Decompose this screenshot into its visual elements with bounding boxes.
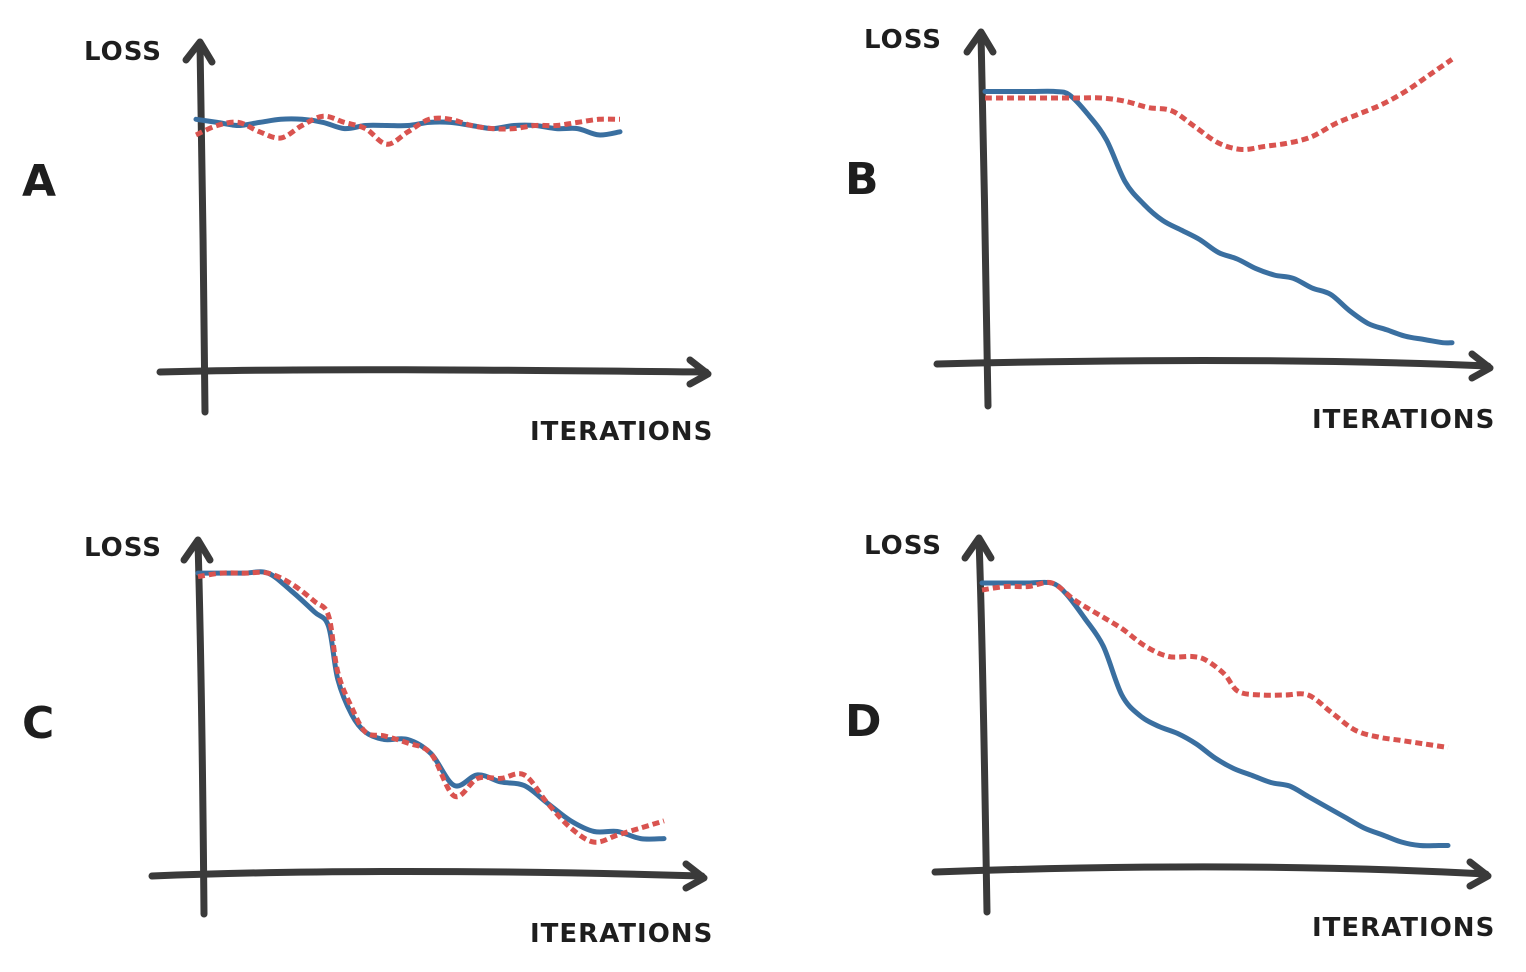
- series-solid-line-d: [979, 579, 1451, 849]
- x-arrow-head-b: [1468, 350, 1494, 382]
- y-arrow-head-a: [182, 38, 216, 66]
- plot-area-a: [193, 113, 623, 147]
- series-solid-line-a: [193, 116, 623, 138]
- series-dashed-line-c: [197, 569, 665, 845]
- y-arrow-head-d: [961, 534, 995, 562]
- plot-area-c: [195, 569, 667, 845]
- y-axis-d: [975, 536, 991, 916]
- x-axis-a: [156, 366, 710, 376]
- x-axis-b: [933, 357, 1492, 370]
- x-axis-label-c: ITERATIONS: [530, 919, 713, 949]
- panel-c: C LOSS ITERATIONS: [22, 533, 713, 949]
- plot-area-d: [979, 579, 1451, 849]
- series-dashed-line-b: [985, 57, 1454, 153]
- panel-b: B LOSS ITERATIONS: [845, 25, 1495, 435]
- y-arrow-head-c: [180, 536, 214, 564]
- x-arrow-head-a: [686, 356, 712, 388]
- y-axis-c: [194, 538, 208, 918]
- x-axis-label-d: ITERATIONS: [1312, 913, 1495, 943]
- series-solid-line-b: [982, 88, 1455, 346]
- series-dashed-line-a: [194, 113, 621, 147]
- y-axis-label-c: LOSS: [84, 533, 162, 563]
- panel-letter-b: B: [845, 154, 879, 205]
- x-axis-d: [931, 863, 1490, 878]
- y-axis-a: [196, 40, 209, 416]
- x-arrow-head-c: [682, 860, 708, 892]
- plot-area-b: [982, 57, 1455, 346]
- panel-letter-d: D: [845, 696, 882, 747]
- y-axis-label-b: LOSS: [864, 25, 942, 55]
- panel-letter-a: A: [22, 156, 56, 207]
- panel-letter-c: C: [22, 698, 54, 749]
- series-solid-line-c: [195, 569, 667, 842]
- panel-d: D LOSS ITERATIONS: [845, 531, 1495, 943]
- x-axis-label-b: ITERATIONS: [1312, 405, 1495, 435]
- series-dashed-line-d: [981, 579, 1449, 750]
- y-arrow-head-b: [963, 28, 997, 56]
- x-axis-c: [148, 868, 706, 880]
- x-axis-label-a: ITERATIONS: [530, 417, 713, 447]
- y-axis-label-a: LOSS: [84, 37, 162, 67]
- y-axis-label-d: LOSS: [864, 531, 942, 561]
- x-arrow-head-d: [1466, 858, 1492, 890]
- panel-a: A LOSS ITERATIONS: [22, 37, 713, 447]
